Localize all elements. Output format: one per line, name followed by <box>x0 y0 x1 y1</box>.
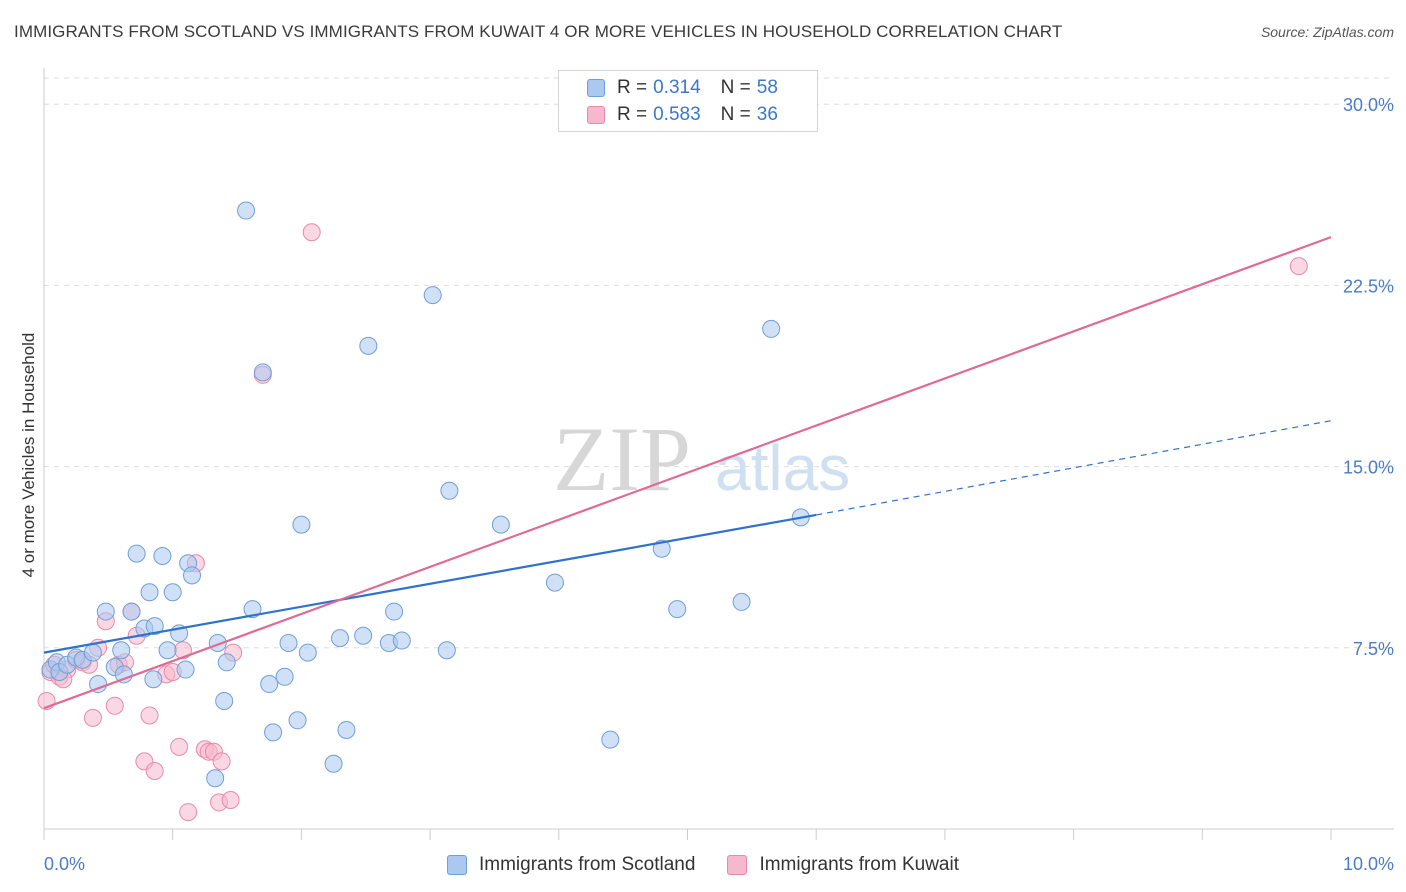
source-credit: Source: ZipAtlas.com <box>1260 24 1394 40</box>
scotland-point <box>359 336 378 355</box>
kuwait-point <box>302 223 321 242</box>
scotland-point <box>732 592 751 611</box>
kuwait-legend-swatch <box>727 855 748 875</box>
series-legend: Immigrants from Scotland Immigrants from… <box>0 852 1406 878</box>
scotland-point <box>243 600 262 619</box>
kuwait-trend-line <box>43 236 1332 710</box>
scotland-point <box>176 660 195 679</box>
y-tick-labels: 7.5% 15.0% 22.5% 30.0% <box>1343 95 1394 659</box>
n-label: N = <box>720 77 751 98</box>
scotland-point <box>491 515 510 534</box>
correlation-legend: R = 0.314 N = 58 R = 0.583 N = 36 <box>558 70 818 132</box>
r-label: R = <box>617 104 648 125</box>
scotland-point <box>237 201 256 220</box>
kuwait-legend-label: Immigrants from Kuwait <box>759 854 959 875</box>
legend-item-kuwait[interactable]: Immigrants from Kuwait <box>727 854 959 876</box>
kuwait-n-value: 36 <box>756 104 778 125</box>
kuwait-point <box>1289 257 1308 276</box>
grid-lines <box>44 77 1394 649</box>
y-tick-label: 15.0% <box>1343 458 1394 478</box>
y-axis-label: 4 or more Vehicles in Household <box>19 333 38 578</box>
r-label: R = <box>617 77 648 98</box>
scotland-point <box>279 633 298 652</box>
scotland-points <box>41 201 810 788</box>
scotland-legend-swatch <box>446 855 467 875</box>
watermark: ZIP atlas <box>553 408 850 510</box>
kuwait-point <box>170 737 189 756</box>
scotland-point <box>288 711 307 730</box>
scotland-point <box>144 670 163 689</box>
scotland-r-value: 0.314 <box>653 77 701 98</box>
scotland-point <box>153 547 172 566</box>
kuwait-swatch <box>587 106 605 124</box>
scotland-point <box>264 723 283 742</box>
kuwait-point <box>179 803 198 822</box>
scotland-point <box>324 754 343 773</box>
legend-item-scotland[interactable]: Immigrants from Scotland <box>446 854 696 876</box>
x-tick-marks <box>43 829 1332 840</box>
scotland-legend-label: Immigrants from Scotland <box>478 854 696 875</box>
scotland-point <box>601 730 620 749</box>
scotland-point <box>440 481 459 500</box>
scotland-point <box>122 602 141 621</box>
scotland-point <box>83 643 102 662</box>
scotland-point <box>96 602 115 621</box>
scotland-point <box>89 675 108 694</box>
scotland-point <box>140 583 159 602</box>
scotland-point <box>385 602 404 621</box>
scotland-trend-extension <box>816 420 1332 516</box>
legend-row-kuwait: R = 0.583 N = 36 <box>587 102 778 128</box>
n-label: N = <box>720 104 751 125</box>
scotland-point <box>392 631 411 650</box>
scotland-point <box>354 626 373 645</box>
y-tick-label: 7.5% <box>1353 639 1394 659</box>
scotland-point <box>114 665 133 684</box>
scotland-point <box>331 629 350 648</box>
kuwait-point <box>145 762 164 781</box>
scotland-trend-line <box>43 513 817 654</box>
scotland-swatch <box>587 79 605 97</box>
x-tick-label-max: 10.0% <box>1343 854 1394 874</box>
y-tick-label: 30.0% <box>1343 95 1394 115</box>
kuwait-point <box>221 791 240 810</box>
scotland-point <box>253 363 272 382</box>
scotland-point <box>292 515 311 534</box>
scotland-point <box>337 720 356 739</box>
y-tick-label: 22.5% <box>1343 276 1394 296</box>
scotland-point <box>668 600 687 619</box>
scotland-point <box>112 641 131 660</box>
x-tick-label-min: 0.0% <box>44 854 85 874</box>
scotland-point <box>127 544 146 563</box>
scotland-point <box>158 641 177 660</box>
regression-lines <box>43 236 1332 710</box>
kuwait-point <box>105 696 124 715</box>
scotland-point <box>298 643 317 662</box>
kuwait-r-value: 0.583 <box>653 104 701 125</box>
scotland-point <box>217 653 236 672</box>
scotland-point <box>145 617 164 636</box>
scotland-n-value: 58 <box>756 77 778 98</box>
kuwait-point <box>212 752 231 771</box>
scotland-point <box>206 769 225 788</box>
watermark-zip: ZIP <box>553 408 691 510</box>
scotland-point <box>423 286 442 305</box>
kuwait-point <box>140 706 159 725</box>
scotland-point <box>545 573 564 592</box>
scotland-point <box>163 583 182 602</box>
legend-row-scotland: R = 0.314 N = 58 <box>587 75 778 101</box>
scotland-point <box>183 566 202 585</box>
kuwait-points <box>37 223 1308 822</box>
scotland-point <box>437 641 456 660</box>
chart-title: IMMIGRANTS FROM SCOTLAND VS IMMIGRANTS F… <box>14 22 1063 41</box>
scotland-point <box>215 691 234 710</box>
watermark-atlas: atlas <box>715 432 850 504</box>
scotland-point <box>652 539 671 558</box>
scotland-point <box>260 675 279 694</box>
kuwait-point <box>83 708 102 727</box>
scotland-point <box>275 667 294 686</box>
scotland-point <box>762 319 781 338</box>
